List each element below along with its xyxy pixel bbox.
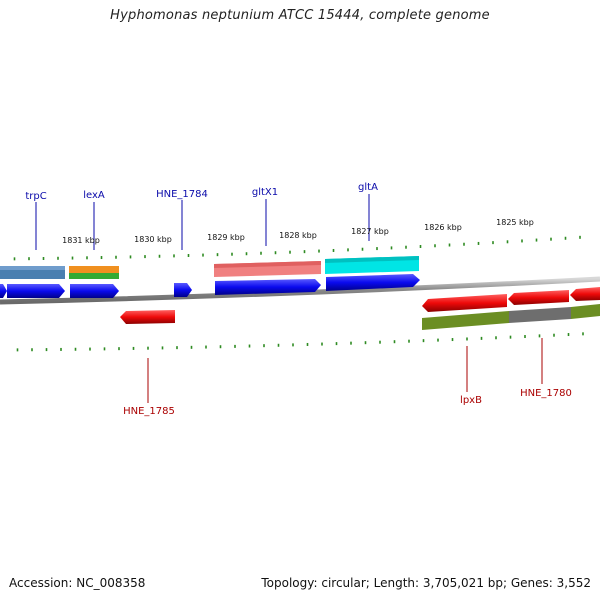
cog-feature-lexa-orange xyxy=(69,266,119,273)
gene-arrow-hne1780 xyxy=(508,290,569,305)
cog-feature-lexa-green xyxy=(69,273,119,279)
scale-label-1830: 1830 kbp xyxy=(134,235,172,244)
gene-arrow-hne1784 xyxy=(174,283,192,297)
cog-feature-hne1779 xyxy=(571,304,600,319)
gene-arrow-lexa xyxy=(70,284,119,298)
gene-label-lpxb: lpxB xyxy=(460,395,482,406)
cog-feature-hne1780 xyxy=(509,307,571,323)
gene-arrow-trpc xyxy=(7,284,65,298)
gene-label-trpc: trpC xyxy=(25,191,46,202)
gene-arrow-gltx1 xyxy=(215,279,321,295)
scale-label-1829: 1829 kbp xyxy=(207,233,245,242)
lower-scale-ticks xyxy=(16,332,584,352)
gene-arrow-glta xyxy=(326,274,420,291)
scale-labels: 1831 kbp 1830 kbp 1829 kbp 1828 kbp 1827… xyxy=(62,218,534,245)
cog-feature-lpxb xyxy=(422,311,509,330)
gene-label-hne1780: HNE_1780 xyxy=(520,388,572,399)
gene-label-glta: gltA xyxy=(358,182,378,193)
scale-label-1827: 1827 kbp xyxy=(351,227,389,236)
gene-arrow-lpxb xyxy=(422,294,507,312)
gene-label-lines xyxy=(35,194,543,403)
upper-scale-ticks xyxy=(13,235,581,261)
gene-arrow-trpc-left xyxy=(0,284,7,298)
accession-text: Accession: NC_008358 xyxy=(9,576,146,590)
gene-labels: trpC lexA HNE_1784 gltX1 gltA HNE_1785 l… xyxy=(25,182,572,417)
gene-label-lexa: lexA xyxy=(83,190,105,201)
gene-label-hne1784: HNE_1784 xyxy=(156,189,208,200)
scale-label-1831: 1831 kbp xyxy=(62,236,100,245)
genome-summary-text: Topology: circular; Length: 3,705,021 bp… xyxy=(261,576,591,590)
scale-label-1825: 1825 kbp xyxy=(496,218,534,227)
gene-arrow-hne1779 xyxy=(570,287,600,301)
genome-title: Hyphomonas neptunium ATCC 15444, complet… xyxy=(110,8,490,23)
reverse-strand-genes xyxy=(120,287,600,324)
forward-strand-genes xyxy=(0,274,420,298)
scale-label-1828: 1828 kbp xyxy=(279,231,317,240)
genome-backbone xyxy=(0,276,600,305)
cog-feature-ring xyxy=(0,256,600,330)
gene-label-gltx1: gltX1 xyxy=(252,187,278,198)
gene-label-hne1785: HNE_1785 xyxy=(123,406,175,417)
gene-arrow-hne1785 xyxy=(120,310,175,324)
scale-label-1826: 1826 kbp xyxy=(424,223,462,232)
